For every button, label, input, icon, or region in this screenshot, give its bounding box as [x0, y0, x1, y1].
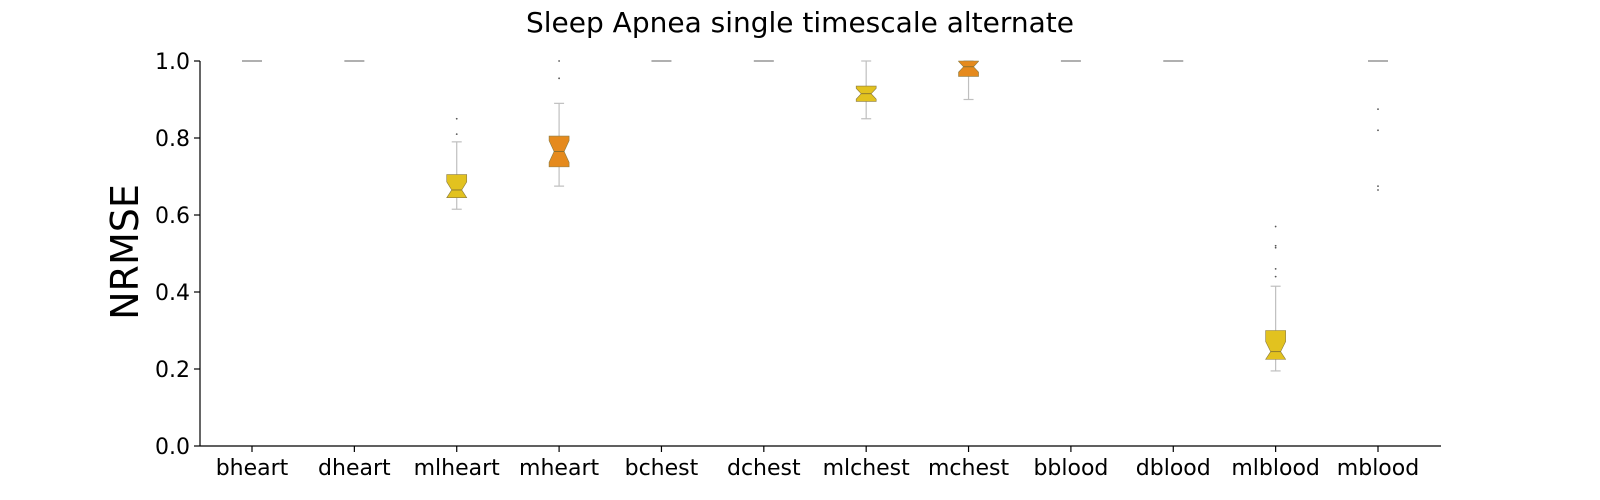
box-mheart	[548, 60, 570, 187]
box-body	[1265, 330, 1287, 360]
y-axis-label: NRMSE	[103, 184, 147, 320]
outlier-point	[1274, 225, 1277, 228]
box-mblood	[1368, 60, 1388, 191]
x-tick-label: bchest	[625, 456, 699, 481]
outlier-point	[455, 133, 458, 136]
box-body	[958, 60, 979, 77]
outlier-point	[558, 77, 560, 80]
box-mlheart	[446, 117, 468, 210]
outlier-point	[455, 117, 458, 120]
y-tick-label: 1.0	[155, 50, 190, 75]
outlier-point	[1274, 246, 1277, 249]
outlier-point	[1274, 244, 1277, 247]
outlier-point	[558, 60, 560, 62]
box-mlchest	[855, 60, 877, 120]
outlier-point	[1274, 268, 1277, 270]
outlier-point	[1377, 129, 1379, 132]
x-tick-label: dchest	[727, 456, 801, 481]
y-axis-ticks: 0.0 0.2 0.4 0.6 0.8 1.0	[155, 50, 200, 460]
chart-title: Sleep Apnea single timescale alternate	[526, 6, 1074, 39]
outlier-point	[1274, 275, 1277, 278]
x-tick-label: mheart	[519, 456, 599, 481]
x-axis-ticks: bheart dheart mlheart mheart bchest dchest mlc…	[216, 446, 1419, 481]
box-body	[446, 174, 468, 198]
plot-area	[242, 60, 1388, 372]
outlier-point	[1377, 185, 1379, 188]
x-tick-label: mlheart	[414, 456, 501, 481]
x-tick-label: mlchest	[823, 456, 911, 481]
x-tick-label: mchest	[928, 456, 1009, 481]
x-tick-label: dheart	[318, 456, 391, 481]
x-tick-label: bblood	[1033, 456, 1108, 481]
box-mlblood	[1265, 225, 1287, 372]
x-tick-label: mblood	[1337, 456, 1419, 481]
outlier-point	[1377, 189, 1379, 191]
y-tick-label: 0.0	[155, 435, 190, 460]
outlier-point	[1377, 108, 1379, 111]
x-tick-label: mlblood	[1231, 456, 1320, 481]
y-tick-label: 0.2	[155, 358, 190, 383]
y-tick-label: 0.8	[155, 127, 190, 152]
x-tick-label: bheart	[216, 456, 289, 481]
x-tick-label: dblood	[1136, 456, 1211, 481]
y-tick-label: 0.6	[155, 204, 190, 229]
box-mchest	[958, 60, 979, 101]
y-tick-label: 0.4	[155, 281, 190, 306]
